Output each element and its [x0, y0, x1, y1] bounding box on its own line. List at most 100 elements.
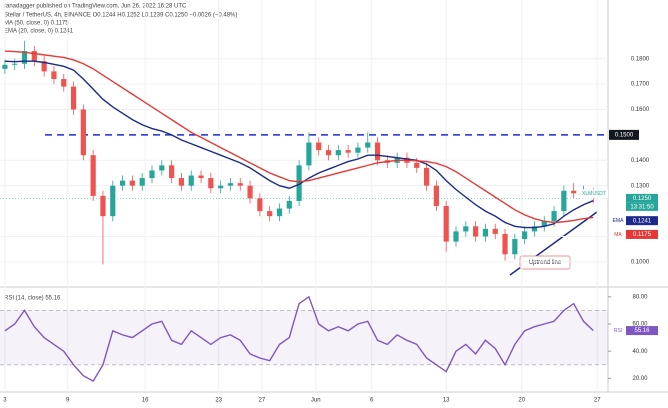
axis-tag-label: 0.1241	[633, 218, 652, 224]
candle-body	[325, 150, 332, 156]
candle-body	[502, 233, 508, 255]
rsi-tick-label: 60.00	[632, 322, 648, 328]
rsi-band	[0, 310, 608, 365]
candle-body	[423, 167, 430, 186]
axis-tag	[626, 216, 658, 226]
candle-body	[129, 180, 135, 186]
candle-body	[355, 147, 361, 153]
candle-body	[286, 200, 292, 209]
y-tick-label: 0.1400	[631, 158, 650, 164]
rsi-tag	[626, 326, 658, 336]
ma-tag-name: MA	[614, 232, 622, 238]
candle-body	[70, 86, 77, 110]
x-tick-label: Jun	[311, 398, 321, 404]
candle-body	[276, 208, 283, 217]
x-tick-label: 13	[443, 398, 450, 404]
resistance-label: 0.1500	[615, 132, 634, 138]
y-tick-label: 0.1800	[631, 56, 650, 62]
axis-tag-label: 0.1250	[633, 196, 652, 202]
candle-body	[512, 239, 518, 255]
candle-body	[365, 142, 371, 148]
x-tick-label: 16	[142, 398, 149, 404]
candle-body	[257, 198, 263, 212]
axis-tag	[626, 193, 658, 203]
axis-tag-label: 0.1175	[633, 232, 652, 238]
x-tick-label: 27	[594, 398, 601, 404]
candle-body	[335, 150, 341, 156]
candle-body	[296, 165, 302, 201]
rsi-legend: RSI (14, close) 55.16	[4, 296, 61, 302]
x-tick-label: 9	[66, 398, 70, 404]
candle-body	[522, 231, 528, 240]
candle-body	[473, 226, 479, 237]
candle-body	[433, 185, 439, 207]
candle-body	[551, 211, 557, 222]
x-tick-label: 6	[370, 398, 374, 404]
candle-body	[178, 178, 185, 186]
candle-body	[247, 185, 253, 199]
ema-legend: EMA (20, close, 0) 0.1241	[4, 29, 74, 35]
candle-body	[482, 228, 489, 237]
candle-body	[541, 221, 547, 227]
ema-tag-name: EMA	[613, 218, 625, 224]
candle-body	[2, 64, 8, 69]
candle-body	[51, 71, 57, 80]
candle-body	[41, 61, 47, 72]
candle-body	[149, 170, 155, 179]
candle-body	[414, 162, 420, 168]
candle-body	[218, 185, 224, 189]
candle-body	[443, 206, 449, 242]
indicator-line	[4, 60, 594, 229]
candle-body	[227, 183, 234, 186]
published: ranadagger published on TradingView.com,…	[4, 4, 187, 10]
candle-body	[12, 63, 18, 65]
candle-body	[374, 142, 381, 161]
rsi-line	[4, 295, 594, 383]
annotation-box	[519, 255, 571, 270]
candle-body	[198, 175, 204, 179]
candle-body	[237, 183, 243, 186]
indicator-line	[4, 50, 594, 224]
candle-body	[31, 51, 37, 62]
chart-title: Stellar / TetherUS, 4h, BINANCE O0.1244 …	[4, 13, 237, 19]
rsi-tag-name: RSI	[614, 328, 622, 334]
candle-body	[61, 79, 67, 87]
candle-body	[571, 190, 577, 194]
candle-body	[561, 190, 567, 212]
candle-body	[139, 178, 145, 186]
candle-body	[208, 178, 214, 189]
axis-tag	[626, 229, 658, 239]
x-tick-label: 3	[3, 398, 7, 404]
rsi-tag-label: 55.16	[634, 328, 650, 334]
countdown: 13:31:50	[630, 204, 654, 210]
candle-body	[267, 211, 273, 217]
rsi-tick-label: 80.00	[632, 294, 648, 300]
candle-body	[188, 175, 194, 186]
y-tick-label: 0.1300	[631, 183, 650, 189]
candle-body	[463, 226, 469, 232]
candle-body	[119, 180, 126, 186]
annotation: Uptrend line	[529, 260, 562, 266]
y-tick-label: 0.1000	[631, 259, 650, 265]
candle-body	[90, 155, 96, 196]
candle-body	[100, 195, 106, 217]
rsi-tick-label: 20.00	[632, 376, 648, 382]
symbol: XLMUSDT	[582, 191, 606, 197]
candle-body	[531, 226, 538, 232]
candle-body	[169, 165, 175, 179]
candle-body	[110, 185, 116, 217]
x-tick-label: 20	[518, 398, 525, 404]
y-tick-label: 0.1600	[631, 107, 650, 113]
countdown-tag	[626, 202, 658, 211]
resistance-tag	[609, 129, 639, 140]
x-tick-label: 23	[215, 398, 222, 404]
y-tick-label: 0.1700	[631, 82, 650, 88]
symbol-tag	[580, 189, 608, 199]
x-tick-label: 27	[258, 398, 265, 404]
candle-body	[345, 150, 351, 153]
rsi-tick-label: 40.00	[632, 349, 648, 355]
candle-body	[316, 142, 322, 151]
candle-body	[306, 142, 312, 166]
candle-body	[453, 231, 459, 242]
